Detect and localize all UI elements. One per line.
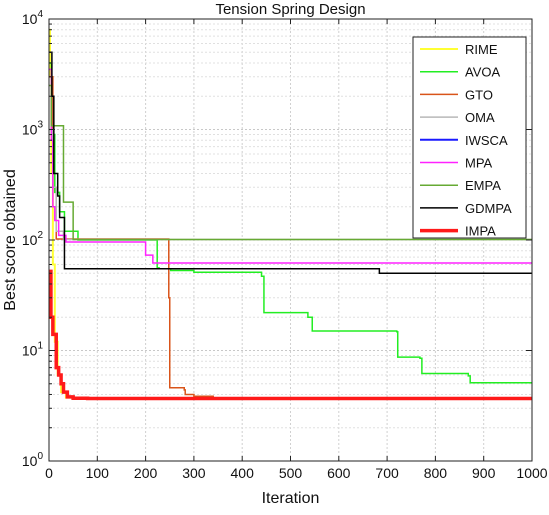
y-tick-label: 104 [22, 9, 44, 27]
x-axis: 0 100 200 300 400 500 600 700 800 900 1000 [45, 19, 548, 481]
series-line-mpa [49, 68, 532, 264]
legend-label-impa: IMPA [465, 224, 496, 239]
series-line-empa [49, 84, 532, 241]
x-tick-label: 800 [424, 465, 448, 481]
legend-label-gdmpa: GDMPA [465, 201, 512, 216]
legend: RIME AVOA GTO OMA IWSCA MPA EMPA GDMPA IMPA [412, 36, 527, 239]
x-tick-label: 900 [472, 465, 496, 481]
x-tick-label: 400 [231, 465, 255, 481]
x-tick-label: 300 [182, 465, 206, 481]
x-tick-label: 1000 [516, 465, 547, 481]
legend-label-iwsca: IWSCA [465, 133, 508, 148]
series-line-avoa [49, 62, 532, 384]
chart-title: Tension Spring Design [215, 1, 365, 18]
x-tick-label: 700 [375, 465, 399, 481]
x-tick-label: 0 [45, 465, 53, 481]
y-axis: 100 101 102 103 104 [22, 9, 532, 469]
y-tick-label: 101 [22, 341, 44, 359]
legend-label-gto: GTO [465, 87, 493, 102]
x-tick-label: 600 [327, 465, 351, 481]
y-tick-label: 100 [22, 451, 44, 469]
legend-label-avoa: AVOA [465, 65, 500, 80]
series-line-oma [49, 128, 532, 241]
series-line-gdmpa [49, 51, 532, 275]
y-tick-label: 103 [22, 120, 44, 138]
y-tick-label: 102 [22, 230, 44, 248]
legend-label-rime: RIME [465, 42, 498, 57]
legend-label-empa: EMPA [465, 178, 501, 193]
y-axis-label: Best score obtained [2, 169, 19, 310]
x-tick-label: 500 [279, 465, 303, 481]
series-line-impa [49, 269, 532, 401]
legend-box [412, 36, 527, 239]
x-tick-label: 200 [134, 465, 158, 481]
x-tick-label: 100 [86, 465, 110, 481]
legend-label-mpa: MPA [465, 156, 493, 171]
legend-label-oma: OMA [465, 110, 495, 125]
x-axis-label: Iteration [262, 490, 320, 507]
